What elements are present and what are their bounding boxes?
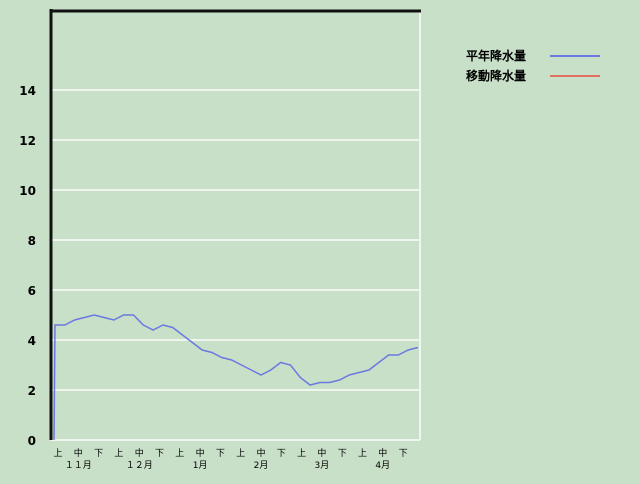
x-tick-label: 下: [155, 449, 164, 459]
x-tick-label: 上: [53, 448, 62, 459]
y-tick-label: 14: [19, 84, 36, 98]
y-tick-label: 10: [19, 184, 36, 198]
x-axis-ticks: 上中下１１月上中下１２月上中下1月上中下2月上中下3月上中下4月: [53, 447, 407, 471]
gridlines: [50, 89, 420, 391]
series-lines: [53, 314, 419, 441]
x-tick-label: 上: [236, 448, 245, 459]
x-tick-label: 上: [297, 448, 306, 459]
x-tick-label: 上: [358, 448, 367, 459]
legend-label-moving: 移動降水量: [466, 68, 526, 83]
y-tick-label: 4: [28, 334, 36, 348]
y-tick-label: 12: [19, 134, 36, 148]
series-line-0: [53, 314, 419, 441]
month-label: １１月: [65, 460, 92, 471]
y-tick-label: 8: [28, 234, 36, 248]
x-tick-label: 中: [317, 447, 326, 459]
y-tick-label: 6: [28, 284, 36, 298]
x-tick-label: 上: [175, 448, 184, 459]
x-tick-label: 中: [74, 447, 83, 459]
month-label: 3月: [315, 460, 330, 471]
legend: 平年降水量 移動降水量: [466, 48, 600, 83]
month-label: 4月: [375, 460, 390, 471]
x-tick-label: 下: [399, 449, 408, 459]
y-axis-ticks: 0 2 4 6 8 10 12 14: [19, 84, 36, 448]
month-label: 1月: [193, 460, 208, 471]
x-tick-label: 中: [196, 447, 205, 459]
month-label: １２月: [126, 460, 153, 471]
x-tick-label: 下: [216, 449, 225, 459]
x-tick-label: 下: [94, 449, 103, 459]
x-tick-label: 上: [114, 448, 123, 459]
x-tick-label: 中: [378, 447, 387, 459]
x-tick-label: 中: [135, 447, 144, 459]
legend-label-normal: 平年降水量: [466, 48, 526, 63]
y-tick-label: 2: [28, 384, 36, 398]
x-tick-label: 下: [338, 449, 347, 459]
y-tick-label: 0: [28, 434, 36, 448]
x-tick-label: 中: [256, 447, 265, 459]
month-label: 2月: [254, 460, 269, 471]
x-tick-label: 下: [277, 449, 286, 459]
